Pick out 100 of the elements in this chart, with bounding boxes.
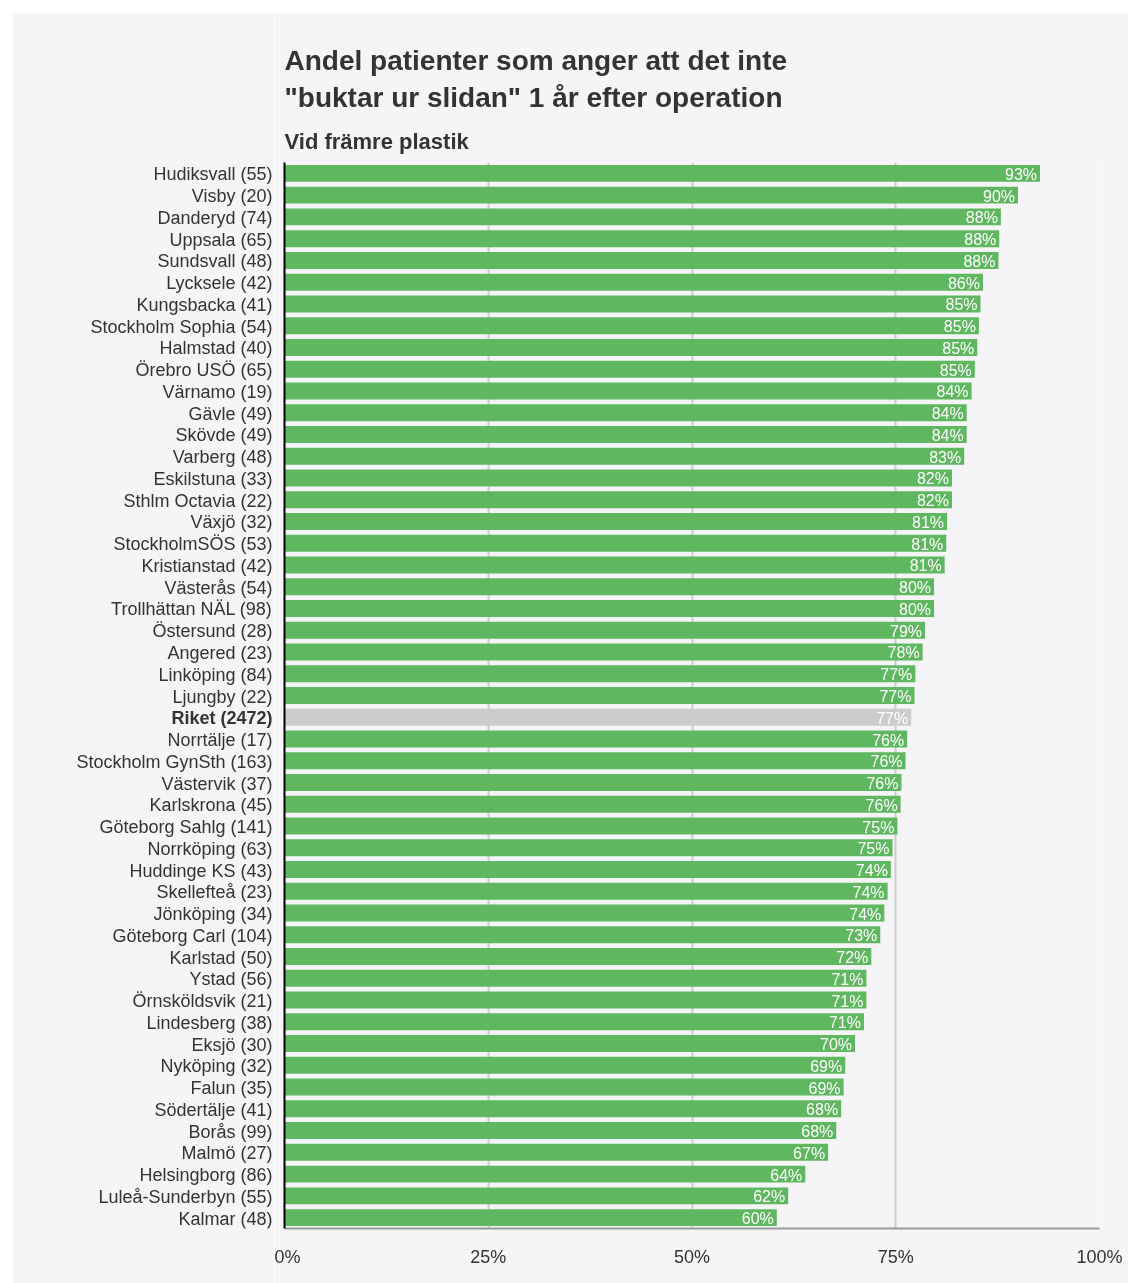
chart-subtitle: Vid främre plastik bbox=[284, 128, 470, 154]
data-label: 85% bbox=[942, 339, 975, 357]
y-tick-label: Riket (2472) bbox=[171, 708, 273, 729]
bar bbox=[284, 1013, 864, 1031]
data-label: 71% bbox=[831, 970, 864, 988]
bar bbox=[284, 774, 902, 791]
y-tick-label: Norrtälje (17) bbox=[167, 730, 273, 751]
data-label: 81% bbox=[912, 513, 945, 531]
x-tick-label: 50% bbox=[673, 1246, 711, 1267]
bar bbox=[284, 273, 983, 291]
data-label: 76% bbox=[870, 753, 903, 771]
y-tick-label: Kristianstad (42) bbox=[141, 555, 273, 576]
data-label: 86% bbox=[947, 274, 980, 292]
data-label: 74% bbox=[852, 883, 885, 901]
y-tick-label: Växjö (32) bbox=[190, 512, 273, 533]
y-tick-label: Halmstad (40) bbox=[159, 338, 273, 359]
data-label: 88% bbox=[965, 209, 998, 227]
data-label: 82% bbox=[916, 470, 949, 488]
y-tick-label: Falun (35) bbox=[190, 1078, 273, 1099]
data-label: 80% bbox=[899, 579, 932, 597]
bar bbox=[284, 1122, 837, 1140]
y-tick-label: Örnsköldsvik (21) bbox=[132, 991, 273, 1012]
bar bbox=[284, 295, 981, 313]
y-tick-label: Kalmar (48) bbox=[178, 1208, 273, 1229]
bar bbox=[284, 251, 999, 269]
bar bbox=[284, 338, 978, 356]
data-label: 69% bbox=[808, 1079, 841, 1097]
bar bbox=[284, 1100, 842, 1118]
y-tick-label: Stockholm GynSth (163) bbox=[76, 751, 273, 772]
bar bbox=[284, 795, 901, 813]
bar bbox=[284, 1165, 806, 1183]
x-tick-label: 100% bbox=[1076, 1246, 1123, 1267]
data-label: 85% bbox=[945, 296, 978, 314]
x-tick-label: 0% bbox=[274, 1246, 301, 1267]
bar bbox=[284, 926, 881, 944]
bar bbox=[284, 317, 979, 335]
y-tick-label: Sthlm Octavia (22) bbox=[123, 490, 273, 511]
bar bbox=[284, 360, 975, 378]
y-tick-label: Stockholm Sophia (54) bbox=[90, 316, 273, 337]
data-label: 85% bbox=[939, 361, 972, 379]
data-label: 70% bbox=[819, 1036, 853, 1054]
data-label: 79% bbox=[890, 622, 923, 640]
data-label: 83% bbox=[929, 448, 962, 466]
y-tick-label: Gävle (49) bbox=[188, 403, 273, 424]
bar bbox=[284, 839, 893, 857]
y-tick-label: Göteborg Carl (104) bbox=[112, 925, 273, 946]
x-tick-label: 25% bbox=[470, 1246, 507, 1267]
bar bbox=[284, 425, 967, 443]
y-tick-label: Lycksele (42) bbox=[166, 273, 273, 294]
y-tick-label: Nyköping (32) bbox=[160, 1056, 273, 1077]
y-tick-label: Skellefteå (23) bbox=[156, 882, 273, 903]
y-tick-label: Västervik (37) bbox=[161, 773, 273, 794]
data-label: 72% bbox=[836, 949, 869, 967]
bar bbox=[284, 687, 915, 704]
bar bbox=[284, 469, 952, 487]
data-label: 81% bbox=[909, 557, 942, 575]
bar bbox=[284, 1187, 789, 1205]
data-label: 88% bbox=[964, 231, 997, 249]
data-label: 60% bbox=[741, 1210, 774, 1228]
y-tick-label: Lindesberg (38) bbox=[146, 1012, 273, 1033]
y-tick-label: Karlskrona (45) bbox=[149, 795, 273, 816]
y-tick-label: Östersund (28) bbox=[152, 621, 273, 642]
data-label: 74% bbox=[855, 862, 888, 880]
bar bbox=[284, 948, 872, 966]
data-label: 88% bbox=[963, 252, 996, 270]
data-label: 77% bbox=[879, 688, 912, 705]
data-label: 75% bbox=[862, 818, 895, 836]
bar bbox=[284, 621, 926, 639]
bar bbox=[284, 665, 916, 683]
bar bbox=[284, 643, 923, 661]
data-label: 82% bbox=[916, 492, 949, 510]
bar bbox=[284, 882, 888, 900]
y-tick-label: Malmö (27) bbox=[181, 1143, 273, 1164]
y-tick-label: Danderyd (74) bbox=[157, 207, 273, 228]
data-label: 68% bbox=[801, 1123, 834, 1141]
bar bbox=[284, 730, 908, 748]
data-label: 90% bbox=[982, 187, 1016, 205]
y-tick-label: Borås (99) bbox=[188, 1121, 273, 1142]
bar bbox=[284, 230, 1000, 248]
bar bbox=[284, 164, 1041, 182]
bar bbox=[284, 208, 1001, 226]
y-tick-label: Kungsbacka (41) bbox=[136, 294, 273, 315]
bar bbox=[284, 752, 906, 770]
bar bbox=[284, 512, 948, 530]
bar bbox=[284, 186, 1018, 204]
y-tick-label: Hudiksvall (55) bbox=[153, 164, 273, 185]
y-tick-label: Värnamo (19) bbox=[162, 381, 273, 402]
y-tick-label: Linköping (84) bbox=[158, 664, 273, 685]
bar bbox=[284, 861, 891, 879]
y-tick-label: Angered (23) bbox=[167, 642, 273, 663]
y-tick-label: Sundsvall (48) bbox=[157, 251, 273, 272]
y-tick-label: Karlstad (50) bbox=[169, 947, 273, 968]
data-label: 93% bbox=[1004, 165, 1038, 183]
bar bbox=[284, 904, 885, 922]
data-label: 84% bbox=[931, 426, 964, 444]
data-label: 75% bbox=[857, 840, 890, 858]
data-label: 69% bbox=[810, 1057, 843, 1075]
data-label: 85% bbox=[943, 318, 976, 336]
bar bbox=[284, 1035, 855, 1053]
y-tick-label: Varberg (48) bbox=[172, 447, 273, 468]
